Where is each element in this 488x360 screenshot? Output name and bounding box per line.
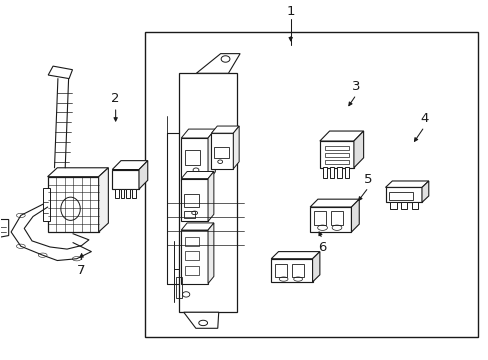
Polygon shape: [112, 161, 147, 170]
Bar: [184, 194, 199, 207]
Polygon shape: [385, 181, 428, 188]
Bar: [213, 148, 229, 158]
Text: 2: 2: [111, 93, 120, 105]
Bar: [324, 146, 348, 150]
Polygon shape: [207, 223, 213, 284]
Bar: [132, 189, 136, 198]
Polygon shape: [207, 129, 215, 181]
Polygon shape: [207, 171, 213, 221]
Polygon shape: [99, 168, 108, 232]
Bar: [185, 150, 200, 165]
Polygon shape: [233, 126, 239, 169]
Bar: [184, 266, 199, 275]
Bar: [322, 167, 326, 178]
Polygon shape: [196, 54, 240, 73]
Polygon shape: [421, 181, 428, 202]
Bar: [324, 160, 348, 164]
Polygon shape: [0, 220, 9, 239]
Bar: [181, 138, 207, 181]
Bar: [313, 211, 325, 225]
Bar: [309, 207, 351, 232]
Text: 4: 4: [419, 112, 427, 125]
Text: 7: 7: [77, 264, 86, 277]
Bar: [211, 133, 233, 169]
Polygon shape: [48, 66, 72, 78]
Bar: [144, 32, 477, 337]
Polygon shape: [271, 252, 319, 259]
Bar: [389, 202, 396, 209]
Bar: [176, 276, 182, 298]
Bar: [271, 259, 312, 282]
Bar: [400, 202, 407, 209]
Bar: [337, 167, 341, 178]
Bar: [329, 167, 334, 178]
Polygon shape: [183, 312, 218, 328]
Polygon shape: [351, 199, 359, 232]
Bar: [126, 189, 130, 198]
Bar: [115, 189, 118, 198]
Polygon shape: [309, 199, 359, 207]
Polygon shape: [181, 171, 213, 179]
Bar: [181, 230, 207, 284]
Bar: [411, 202, 417, 209]
Bar: [47, 177, 99, 232]
Polygon shape: [211, 126, 239, 133]
Bar: [184, 211, 195, 218]
Bar: [385, 188, 421, 202]
Text: 5: 5: [364, 172, 372, 186]
Polygon shape: [179, 73, 237, 312]
Polygon shape: [181, 223, 213, 230]
Polygon shape: [312, 252, 319, 282]
Bar: [184, 237, 199, 246]
Polygon shape: [181, 129, 215, 138]
Polygon shape: [47, 168, 108, 177]
Bar: [112, 170, 139, 189]
Text: 3: 3: [351, 80, 360, 93]
Bar: [42, 188, 50, 221]
Polygon shape: [139, 161, 147, 189]
Bar: [181, 179, 207, 221]
Bar: [120, 189, 124, 198]
Bar: [291, 264, 303, 276]
Bar: [184, 251, 199, 260]
Bar: [330, 211, 342, 225]
Bar: [324, 153, 348, 157]
Bar: [275, 264, 287, 276]
Polygon shape: [319, 131, 363, 141]
Bar: [388, 192, 412, 199]
Text: 1: 1: [286, 5, 294, 18]
Bar: [344, 167, 348, 178]
Polygon shape: [353, 131, 363, 168]
Text: 6: 6: [318, 241, 326, 254]
Bar: [319, 141, 353, 168]
